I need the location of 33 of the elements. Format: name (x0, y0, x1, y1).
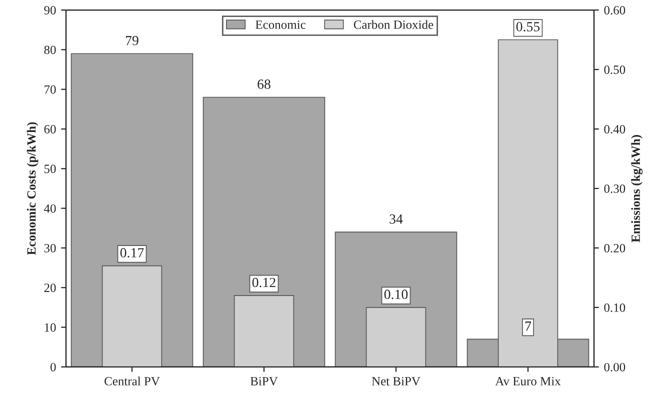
y-tick-label: 70 (44, 85, 56, 94)
x-tick-label: Net BiPV (372, 377, 420, 386)
data-label: 68 (258, 80, 270, 89)
y2-tick-label: 0.60 (604, 6, 626, 15)
data-label: 0.10 (384, 290, 408, 300)
y2-tick-label: 0.00 (604, 362, 626, 372)
data-label: 7 (525, 322, 532, 331)
data-label: 34 (390, 214, 403, 224)
data-label: 79 (126, 36, 138, 46)
y-tick-label: 10 (44, 323, 56, 332)
y-tick-label: 50 (44, 164, 56, 174)
x-tick-label: Av Euro Mix (495, 377, 561, 386)
y-tick-label: 60 (44, 125, 56, 134)
data-label: 0.12 (252, 278, 276, 288)
y2-tick-label: 0.50 (604, 66, 626, 74)
data-label: 0.17 (120, 248, 144, 258)
y2-axis-title: Emissions (kg/kWh) (631, 135, 643, 242)
y-tick-label: 0 (50, 362, 56, 372)
y-tick-label: 40 (44, 204, 56, 213)
legend-label: Economic (256, 20, 306, 29)
y2-tick-label: 0.40 (604, 125, 626, 134)
y-axis-title: Economic Costs (p/kWh) (26, 122, 38, 255)
data-label: 0.55 (516, 22, 540, 32)
y2-tick-label: 0.20 (604, 244, 626, 252)
y2-tick-label: 0.30 (604, 184, 626, 193)
y2-tick-label: 0.10 (604, 303, 626, 312)
legend-label: Carbon Dioxide (354, 20, 434, 29)
x-tick-label: Central PV (104, 376, 160, 386)
y-tick-label: 80 (44, 46, 56, 54)
y-tick-label: 90 (44, 6, 56, 14)
x-tick-label: BiPV (250, 377, 278, 386)
y-tick-label: 30 (44, 244, 56, 252)
y-tick-label: 20 (44, 284, 56, 292)
